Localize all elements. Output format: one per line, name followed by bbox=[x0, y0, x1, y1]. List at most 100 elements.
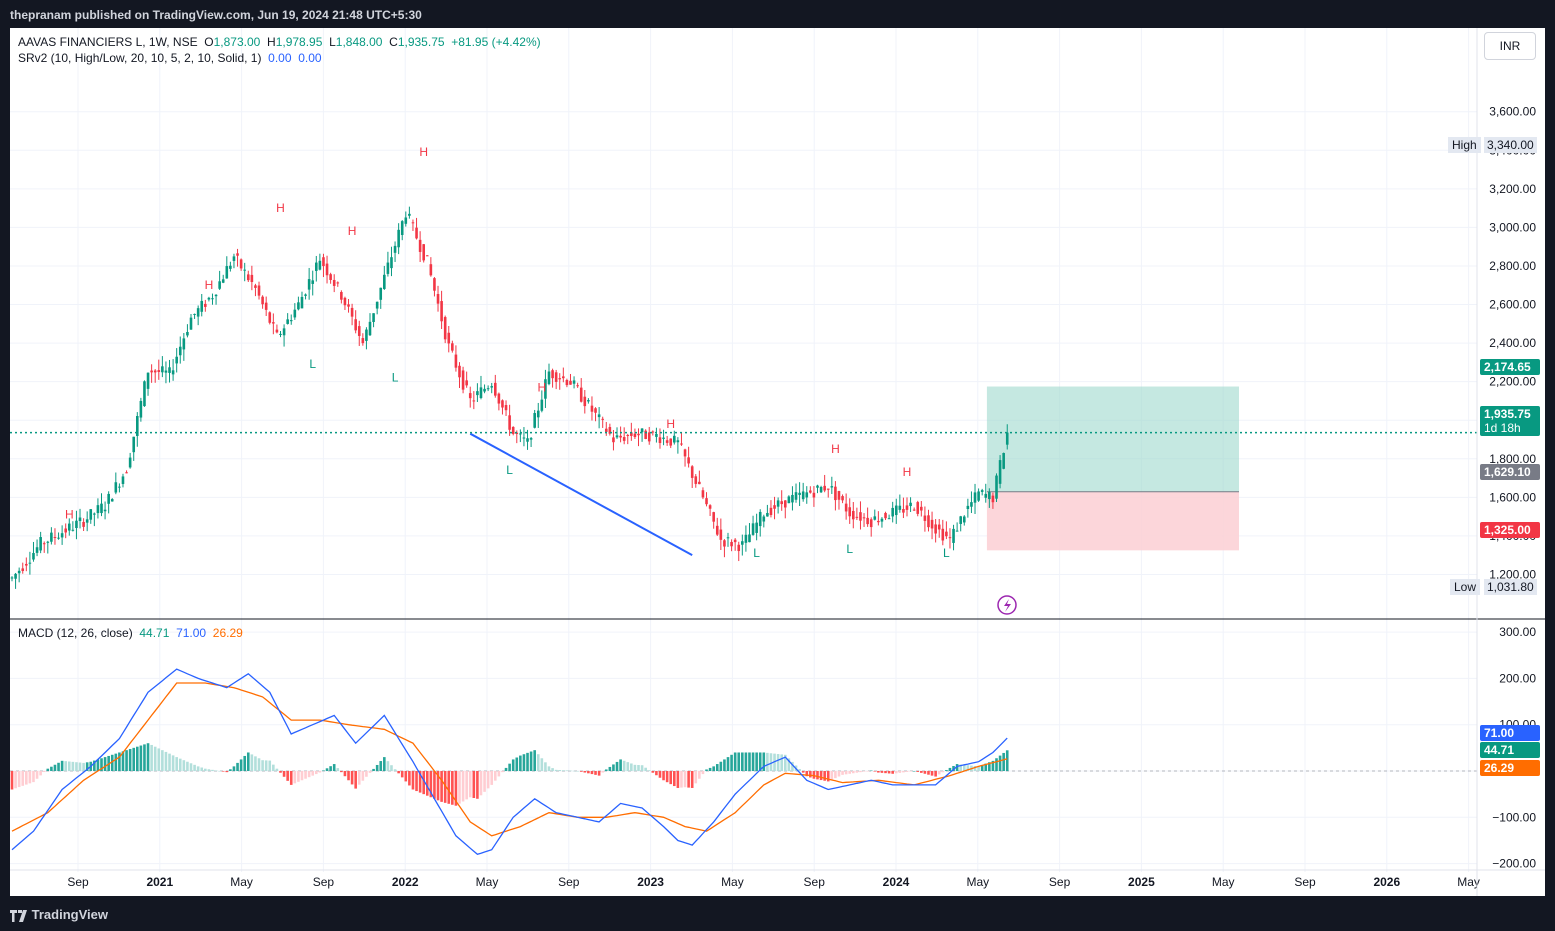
candle-body bbox=[891, 507, 894, 517]
macd-histogram-bar bbox=[952, 765, 955, 771]
macd-legend[interactable]: MACD (12, 26, close) 44.71 71.00 26.29 bbox=[18, 626, 243, 640]
candle-body bbox=[655, 434, 658, 437]
macd-histogram-bar bbox=[254, 756, 257, 771]
macd-histogram-bar bbox=[880, 771, 884, 773]
macd-histogram-bar bbox=[375, 764, 379, 771]
candle-body bbox=[909, 502, 912, 507]
macd-histogram-bar bbox=[14, 771, 17, 789]
macd-histogram-bar bbox=[114, 753, 118, 771]
candle-body bbox=[286, 319, 289, 324]
candle-body bbox=[275, 329, 279, 333]
macd-histogram-bar bbox=[844, 771, 848, 775]
macd-histogram-bar bbox=[726, 757, 730, 771]
candle-body bbox=[834, 486, 837, 501]
currency-button[interactable]: INR bbox=[1484, 32, 1536, 60]
macd-histogram-bar bbox=[522, 754, 526, 771]
candle-body bbox=[705, 498, 708, 505]
macd-histogram-bar bbox=[39, 771, 42, 776]
candle-body bbox=[483, 388, 486, 392]
candle-body bbox=[315, 262, 318, 271]
candle-body bbox=[304, 294, 307, 296]
candle-body bbox=[565, 380, 569, 386]
macd-histogram-bar bbox=[50, 766, 53, 771]
macd-histogram-bar bbox=[28, 771, 32, 784]
macd-signal-line bbox=[11, 682, 1008, 837]
macd-histogram-bar bbox=[214, 770, 218, 771]
macd-histogram-bar bbox=[354, 771, 357, 789]
stop-zone bbox=[986, 491, 1239, 551]
bar-countdown: 1d 18h bbox=[1484, 421, 1521, 435]
candle-body bbox=[57, 537, 60, 539]
macd-histogram-bar bbox=[143, 744, 146, 771]
macd-histogram-bar bbox=[465, 771, 468, 800]
candle-body bbox=[354, 319, 357, 331]
macd-histogram-bar bbox=[533, 750, 536, 771]
candle-body bbox=[665, 440, 669, 443]
candle-body bbox=[35, 547, 39, 553]
macd-histogram-bar bbox=[182, 760, 186, 771]
candle-body bbox=[855, 516, 859, 518]
macd-histogram-bar bbox=[526, 752, 529, 771]
macd-histogram-bar bbox=[519, 755, 522, 771]
candle-body bbox=[877, 520, 880, 523]
indicator-value-2: 0.00 bbox=[298, 51, 322, 65]
macd-histogram-bar bbox=[780, 754, 783, 771]
candle-body bbox=[719, 529, 723, 540]
macd-histogram-bar bbox=[96, 759, 100, 771]
macd-histogram-bar bbox=[869, 770, 873, 772]
candle-body bbox=[715, 525, 719, 535]
macd-histogram-bar bbox=[336, 768, 340, 771]
candle-body bbox=[214, 294, 218, 297]
macd-histogram-bar bbox=[476, 771, 479, 799]
candle-body bbox=[529, 438, 533, 440]
macd-histogram-bar bbox=[250, 754, 254, 771]
macd-histogram-bar bbox=[275, 768, 279, 771]
swing-low-label: L bbox=[392, 371, 399, 385]
candle-body bbox=[422, 244, 425, 261]
macd-histogram-bar bbox=[186, 761, 189, 771]
macd-histogram-bar bbox=[680, 771, 683, 788]
macd-histogram-bar bbox=[200, 767, 204, 771]
indicator-legend[interactable]: SRv2 (10, High/Low, 20, 10, 5, 2, 10, So… bbox=[18, 51, 322, 65]
swing-high-label: H bbox=[538, 380, 547, 394]
macd-histogram-bar bbox=[232, 766, 236, 771]
candle-body bbox=[737, 544, 741, 552]
candle-body bbox=[458, 365, 461, 378]
macd-tick-label: −100.00 bbox=[1492, 810, 1536, 824]
swing-high-label: H bbox=[419, 145, 428, 159]
macd-histogram-bar bbox=[468, 771, 472, 798]
macd-histogram-bar bbox=[85, 762, 89, 771]
macd-histogram-bar bbox=[787, 758, 791, 771]
macd-histogram-bar bbox=[400, 771, 404, 778]
macd-histogram-bar bbox=[587, 771, 590, 774]
high-marker-value: 3,340.00 bbox=[1484, 137, 1537, 153]
candle-body bbox=[175, 356, 178, 364]
macd-histogram-bar bbox=[497, 771, 501, 777]
candle-body bbox=[476, 391, 479, 396]
candle-body bbox=[404, 217, 408, 224]
swing-low-label: L bbox=[753, 546, 760, 560]
macd-histogram-bar bbox=[239, 759, 243, 771]
macd-histogram-bar bbox=[193, 764, 196, 771]
candle-body bbox=[350, 307, 354, 317]
macd-histogram-bar bbox=[390, 765, 393, 771]
price-tick-label: 2,800.00 bbox=[1489, 259, 1536, 273]
macd-histogram-bar bbox=[46, 768, 50, 771]
candle-body bbox=[297, 302, 300, 310]
candle-body bbox=[121, 476, 125, 484]
hl-labels: H H H H H H H H H L L L L L L bbox=[65, 145, 950, 560]
candle-body bbox=[461, 370, 465, 390]
candle-body bbox=[139, 400, 143, 418]
candle-body bbox=[791, 494, 794, 503]
candle-body bbox=[769, 507, 773, 515]
macd-histogram-bar bbox=[501, 771, 504, 773]
candle-body bbox=[511, 426, 515, 434]
macd-histogram-bar bbox=[884, 771, 887, 774]
candle-body bbox=[798, 492, 801, 495]
brand-logo[interactable]: TradingView bbox=[10, 907, 108, 922]
macd-histogram-bar bbox=[612, 764, 615, 771]
swing-high-label: H bbox=[831, 442, 840, 456]
macd-histogram-bar bbox=[322, 770, 325, 771]
